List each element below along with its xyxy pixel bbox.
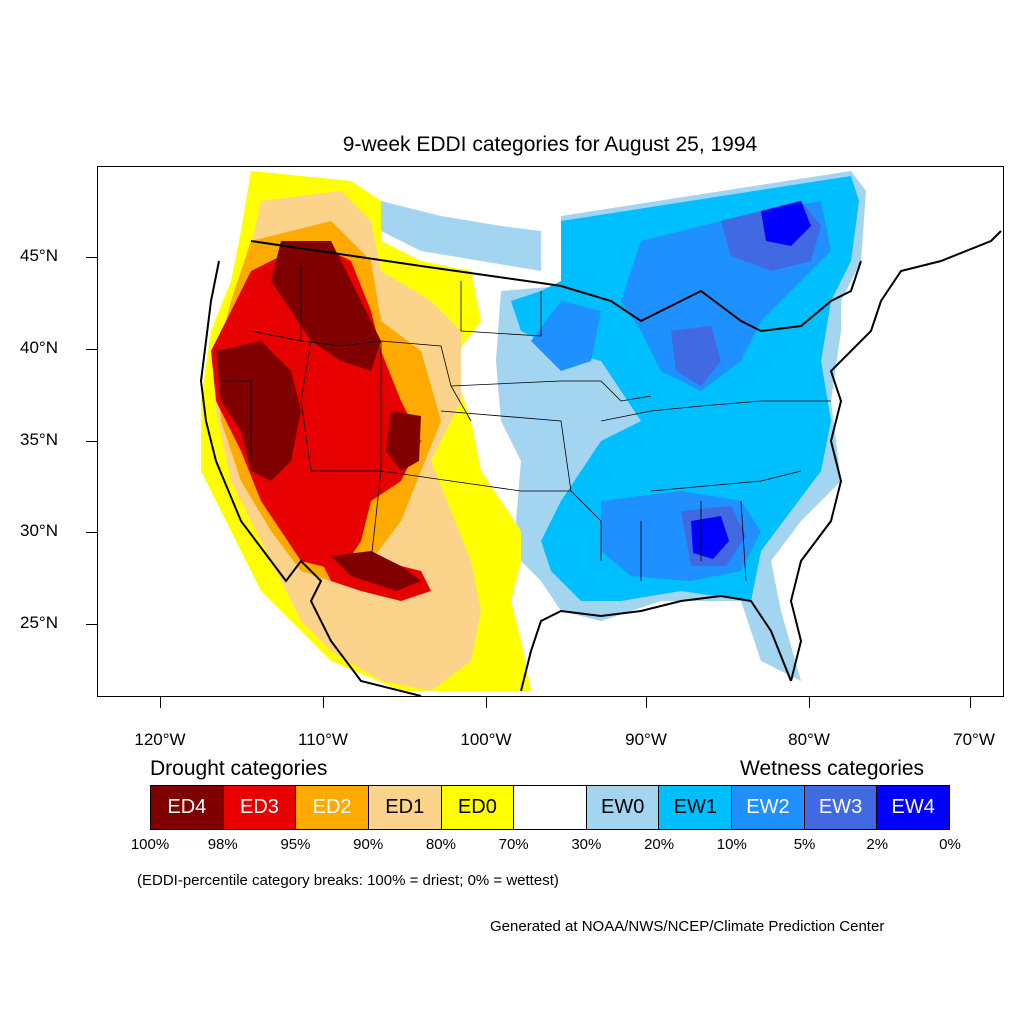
region-ew2-plains — [531, 301, 601, 371]
y-tick — [86, 624, 97, 625]
region-ew3-michigan — [671, 326, 721, 386]
y-tick — [86, 257, 97, 258]
coastlines — [199, 230, 1002, 696]
legend-break: 70% — [498, 836, 529, 853]
legend-break: 20% — [644, 836, 675, 853]
x-label-80w: 80°W — [788, 730, 830, 749]
eddi-map — [199, 171, 1002, 696]
y-label-40n: 40°N — [20, 338, 58, 357]
x-tick — [970, 697, 971, 708]
x-tick — [323, 697, 324, 708]
y-label-45n: 45°N — [20, 246, 58, 265]
legend-box-ed4: ED4 — [151, 786, 224, 829]
x-label-90w: 90°W — [625, 730, 667, 749]
region-ed4-nevada — [216, 341, 301, 481]
y-label-30n: 30°N — [20, 521, 58, 540]
legend-break: 0% — [939, 836, 961, 853]
x-tick — [646, 697, 647, 708]
legend-break: 90% — [353, 836, 384, 853]
map-frame — [97, 166, 1004, 697]
legend-break: 2% — [866, 836, 889, 853]
x-tick — [160, 697, 161, 708]
region-ed4-colorado — [386, 411, 421, 471]
region-ew0-north — [381, 201, 541, 271]
legend-box-neutral — [514, 786, 587, 829]
y-label-35n: 35°N — [20, 430, 58, 449]
legend-break: 100% — [130, 836, 170, 853]
legend-box-ew3: EW3 — [804, 786, 878, 829]
x-tick — [486, 697, 487, 708]
legend-box-ed1: ED1 — [368, 786, 442, 829]
drought-heading: Drought categories — [150, 757, 328, 780]
legend-box-ew1: EW1 — [659, 786, 733, 829]
legend-break: 80% — [425, 836, 456, 853]
x-label-110w: 110°W — [298, 730, 348, 749]
credit-line: Generated at NOAA/NWS/NCEP/Climate Predi… — [490, 918, 885, 935]
legend-break: 95% — [280, 836, 311, 853]
legend-box-ew2: EW2 — [732, 786, 805, 829]
wetness-heading: Wetness categories — [740, 757, 925, 780]
region-ew4-ontario — [761, 201, 811, 246]
map-title: 9-week EDDI categories for August 25, 19… — [342, 133, 758, 156]
x-tick — [809, 697, 810, 708]
legend-break: 98% — [207, 836, 238, 853]
legend-break: 30% — [571, 836, 602, 853]
legend-box-ed0: ED0 — [441, 786, 515, 829]
category-note: (EDDI-percentile category breaks: 100% =… — [137, 872, 559, 889]
legend-colorbar: ED4 ED3 ED2 ED1 ED0 EW0 EW1 EW2 EW3 EW4 — [150, 785, 950, 830]
x-label-70w: 70°W — [953, 730, 995, 749]
y-tick — [86, 532, 97, 533]
y-tick — [86, 441, 97, 442]
legend-box-ew4: EW4 — [877, 786, 950, 829]
legend-break: 10% — [716, 836, 747, 853]
y-tick — [86, 349, 97, 350]
region-ed4-idaho — [271, 241, 381, 371]
region-ed4-mexico — [331, 551, 421, 591]
region-ew4-alabama — [691, 516, 729, 559]
state-lines — [221, 266, 831, 582]
x-label-100w: 100°W — [460, 730, 512, 749]
legend-box-ed3: ED3 — [223, 786, 297, 829]
legend-break: 5% — [793, 836, 816, 853]
legend-box-ed2: ED2 — [296, 786, 369, 829]
x-label-120w: 120°W — [134, 730, 186, 749]
legend-box-ew0: EW0 — [586, 786, 660, 829]
y-label-25n: 25°N — [20, 613, 58, 632]
